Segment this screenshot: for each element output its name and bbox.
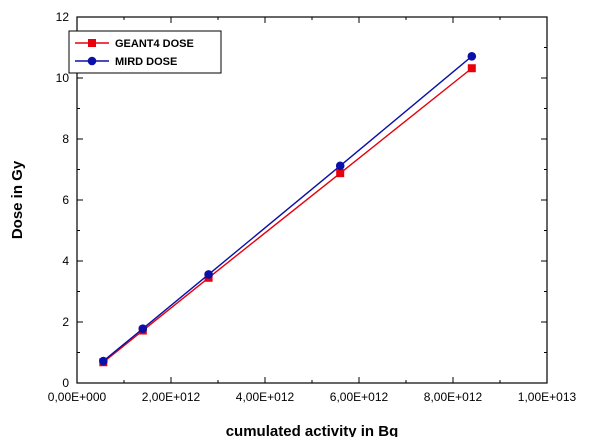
data-point-circle (335, 161, 345, 171)
y-tick-label: 6 (62, 193, 69, 207)
legend-label: MIRD DOSE (115, 56, 177, 68)
legend-box (68, 30, 222, 74)
x-tick-label: 1,00E+013 (518, 390, 577, 404)
x-tick-label: 6,00E+012 (330, 390, 389, 404)
legend-item: MIRD DOSE (75, 56, 177, 68)
legend-item: GEANT4 DOSE (75, 38, 194, 50)
legend-marker-square (88, 39, 96, 47)
x-axis-title: cumulated activity in Bq (226, 423, 399, 437)
legend: GEANT4 DOSE MIRD DOSE (68, 30, 222, 74)
y-tick-label: 8 (62, 132, 69, 146)
series-layer (99, 52, 477, 367)
y-tick-label: 0 (62, 376, 69, 390)
legend-label: GEANT4 DOSE (115, 38, 194, 50)
series-mird-dose (99, 52, 477, 366)
data-point-square (467, 64, 476, 73)
legend-marker-circle (87, 56, 97, 66)
y-tick-label: 2 (62, 315, 69, 329)
axis-ticks: 0 2 4 6 8 10 12 0,00E+000 2,00E+012 4,00E+012 6,00… (48, 10, 577, 404)
y-tick-label: 12 (56, 10, 70, 24)
data-point-square (336, 169, 345, 178)
data-point-circle (204, 270, 213, 279)
y-tick-label: 10 (56, 71, 70, 85)
x-tick-label: 2,00E+012 (142, 390, 201, 404)
y-axis-title: Dose in Gy (9, 160, 26, 239)
x-tick-label: 4,00E+012 (236, 390, 295, 404)
x-tick-label: 8,00E+012 (424, 390, 483, 404)
x-tick-label: 0,00E+000 (48, 390, 107, 404)
data-point-circle (99, 356, 108, 366)
y-tick-label: 4 (62, 254, 69, 268)
legend-items: GEANT4 DOSE MIRD DOSE (75, 38, 194, 68)
data-point-circle (467, 52, 477, 61)
data-point-circle (138, 324, 148, 334)
